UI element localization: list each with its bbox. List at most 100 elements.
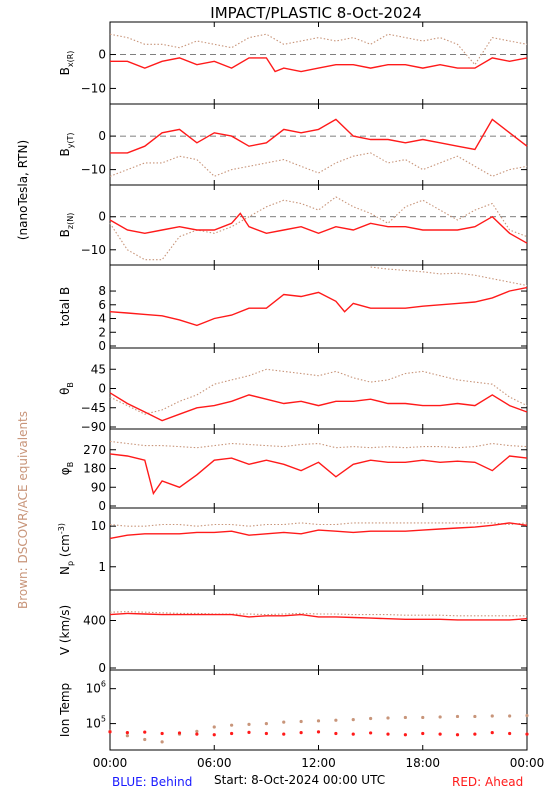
point-red: [264, 731, 268, 736]
series-red: [109, 612, 528, 621]
point-brown: [369, 716, 373, 721]
y-axis-label: total B: [58, 287, 72, 327]
point-brown: [473, 714, 477, 719]
point-brown: [438, 715, 442, 719]
y-tick-label: 0: [98, 210, 106, 224]
point-red: [455, 733, 460, 737]
x-tick-label: 06:00: [197, 756, 232, 770]
point-red: [247, 730, 251, 734]
point-red: [386, 732, 390, 736]
point-brown: [386, 716, 390, 720]
point-red: [299, 731, 303, 735]
point-red: [421, 731, 425, 736]
point-brown: [525, 713, 529, 718]
panel-frame: [109, 264, 528, 349]
point-red: [177, 731, 182, 735]
y-axis-label: θB: [58, 382, 75, 395]
y-tick-label: 400: [83, 614, 106, 628]
y-axis-label: Np (cm-3): [57, 523, 75, 575]
series-brown: [370, 266, 528, 287]
point-brown: [421, 715, 425, 720]
y-tick-label: −45: [81, 401, 106, 415]
y-tick-label: 0: [98, 339, 106, 353]
series-red: [109, 212, 528, 244]
x-tick-label: 00:00: [510, 756, 545, 770]
x-tick-label: 00:00: [93, 756, 128, 770]
series-red: [109, 453, 528, 496]
footer-start: Start: 8-Oct-2024 00:00 UTC: [214, 773, 385, 787]
point-red: [160, 731, 164, 736]
x-tick-label: 18:00: [405, 756, 440, 770]
point-brown: [282, 720, 286, 724]
series-red: [109, 286, 528, 327]
panel-frame: [109, 184, 528, 266]
y-tick-label: 1: [98, 560, 106, 574]
y-axis-label: φB: [58, 462, 75, 475]
point-brown: [490, 714, 494, 718]
y-tick-label: 2: [98, 325, 106, 339]
x-axis: 00:00 06:00 12:00 18:00 00:00: [93, 756, 545, 770]
point-red: [473, 732, 477, 736]
point-brown: [508, 714, 512, 718]
point-red: [230, 731, 234, 736]
point-brown: [299, 719, 303, 724]
series-brown: [109, 196, 528, 261]
point-brown: [125, 734, 129, 738]
point-brown: [351, 718, 355, 722]
y-tick-label: 270: [83, 443, 106, 457]
point-red: [195, 732, 199, 736]
y-tick-label: 0: [98, 129, 106, 143]
series-brown: [109, 611, 527, 617]
point-red: [108, 730, 112, 734]
panel-7: 10 1 Np (cm-3): [57, 507, 528, 591]
units-label: (nanoTesla, RTN): [16, 140, 30, 240]
point-red: [525, 732, 529, 736]
y-tick-label: −10: [81, 81, 106, 95]
y-tick-label: 180: [83, 462, 106, 476]
equivalents-label: Brown: DSCOVR/ACE equivalents: [16, 411, 30, 609]
footer-blue: BLUE: Behind: [112, 775, 192, 789]
point-red: [403, 733, 407, 737]
point-red: [316, 730, 321, 734]
point-red: [490, 731, 494, 735]
point-red: [508, 731, 512, 736]
point-red: [438, 732, 442, 736]
panel-frame: [109, 428, 528, 509]
y-tick-label: 0: [98, 499, 106, 513]
y-tick-label: 0: [98, 48, 106, 62]
series-brown: [109, 440, 528, 449]
y-axis-label: Ion Temp: [58, 683, 72, 737]
series-brown: [109, 368, 528, 415]
panel-9: 106 105 Ion Temp: [58, 669, 529, 751]
point-red: [282, 732, 286, 736]
y-tick-label: 0: [98, 382, 106, 396]
y-tick-label: 6: [98, 298, 106, 312]
y-tick-label: −90: [81, 420, 106, 434]
y-axis-label: V (km/s): [58, 605, 72, 655]
panel-6: 270 180 90 0 φB: [58, 428, 528, 513]
point-red: [351, 732, 355, 736]
y-tick-label: 45: [91, 362, 106, 376]
point-brown: [247, 722, 251, 726]
y-tick-label: −10: [81, 163, 106, 177]
panel-frame: [109, 669, 528, 751]
y-tick-label: 4: [98, 312, 106, 326]
point-red: [212, 733, 216, 737]
point-brown: [143, 737, 147, 742]
panel-2: 0 −10 By(T): [58, 103, 528, 186]
point-brown: [230, 723, 234, 727]
y-axis-label: Bx(R): [58, 51, 75, 76]
panel-5: 45 0 −45 −90 θB: [58, 347, 528, 434]
series-brown: [109, 522, 528, 527]
y-tick-label: 105: [86, 715, 106, 731]
panel-frame: [109, 589, 528, 671]
panel-8: 400 0 V (km/s): [58, 589, 528, 675]
series-red: [110, 118, 528, 154]
y-axis-label: Bz(N): [58, 213, 75, 238]
y-tick-label: −10: [81, 243, 106, 257]
point-brown: [195, 729, 199, 733]
series-brown: [109, 33, 528, 66]
series-red: [110, 57, 528, 73]
chart-title: IMPACT/PLASTIC 8-Oct-2024: [210, 4, 421, 22]
